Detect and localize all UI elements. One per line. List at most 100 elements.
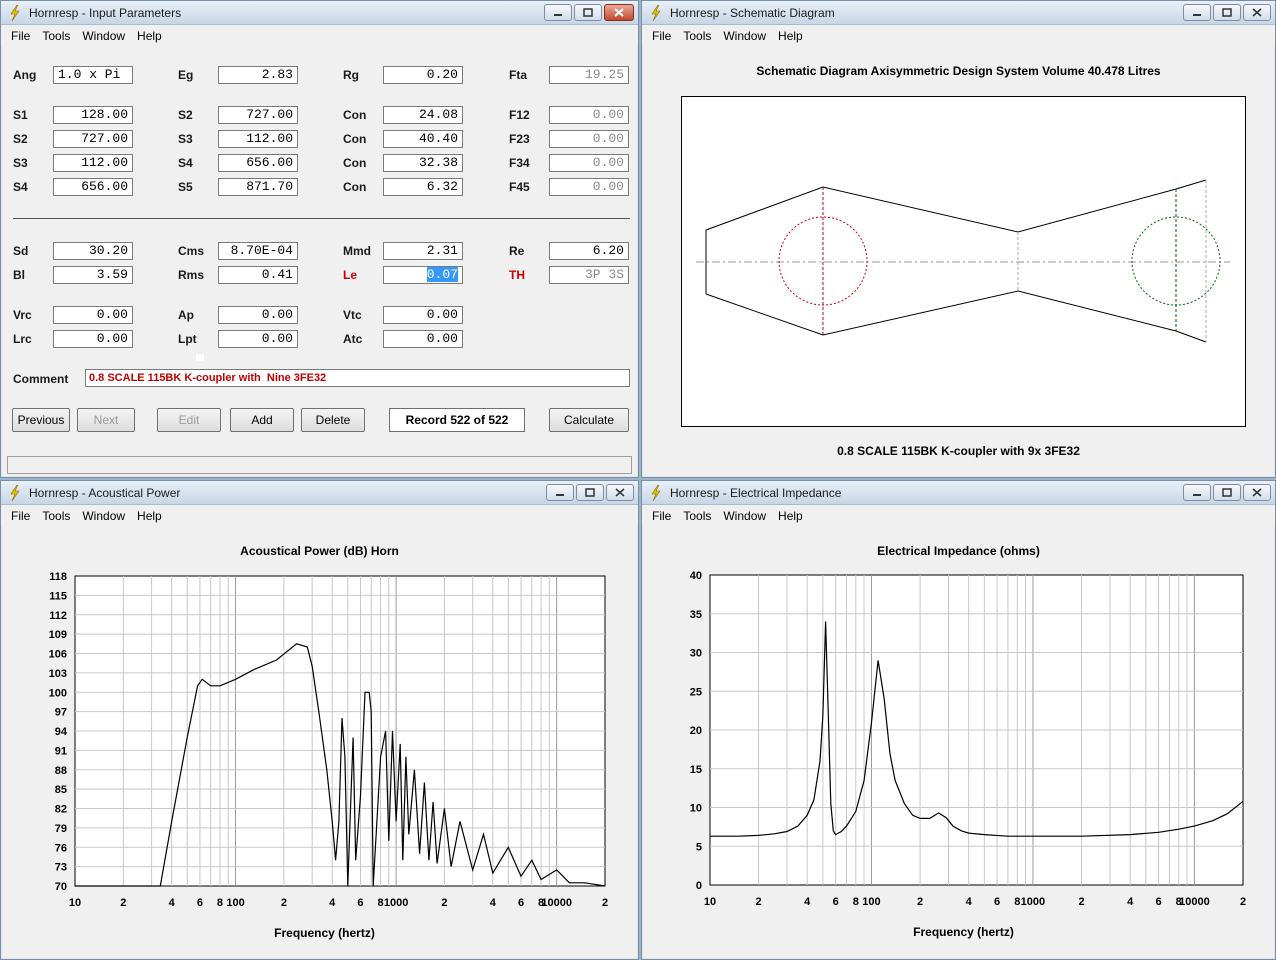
menu-help[interactable]: Help	[137, 508, 162, 523]
param-field-atc[interactable]: 0.00	[383, 330, 463, 348]
param-field-f45[interactable]: 0.00	[549, 178, 629, 196]
delete-button[interactable]: Delete	[301, 408, 365, 432]
minimize-button[interactable]	[546, 484, 574, 501]
param-field-le[interactable]: 0.07	[383, 266, 463, 284]
separator-line	[13, 218, 630, 219]
param-field-s1[interactable]: 128.00	[53, 106, 133, 124]
menu-tools[interactable]: Tools	[683, 28, 712, 43]
param-field-re[interactable]: 6.20	[549, 242, 629, 260]
param-value: 112.00	[81, 155, 128, 170]
param-field-lpt[interactable]: 0.00	[218, 330, 298, 348]
menu-bar: File Tools Window Help	[1, 505, 638, 526]
menu-window[interactable]: Window	[723, 28, 767, 43]
param-value: 19.25	[584, 67, 624, 82]
x-tick-label: 2	[756, 896, 762, 908]
param-field-th[interactable]: 3P 3S	[549, 266, 629, 284]
x-tick-label: 10000	[541, 897, 572, 909]
x-tick-label: 4	[329, 897, 336, 909]
param-field-s3[interactable]: 112.00	[218, 130, 298, 148]
menu-bar: File Tools Window Help	[1, 25, 638, 46]
param-field-vrc[interactable]: 0.00	[53, 306, 133, 324]
menu-window[interactable]: Window	[723, 508, 767, 523]
param-value: 112.00	[246, 131, 293, 146]
param-field-vtc[interactable]: 0.00	[383, 306, 463, 324]
param-field-cms[interactable]: 8.70E-04	[218, 242, 298, 260]
param-field-con[interactable]: 32.38	[383, 154, 463, 172]
menu-help[interactable]: Help	[778, 28, 803, 43]
maximize-button[interactable]	[1213, 484, 1241, 501]
param-field-con[interactable]: 6.32	[383, 178, 463, 196]
param-value: 8.70E-04	[230, 243, 293, 258]
next-button[interactable]: Next	[77, 408, 135, 432]
param-field-s2[interactable]: 727.00	[218, 106, 298, 124]
minimize-button[interactable]	[1183, 484, 1211, 501]
menu-tools[interactable]: Tools	[42, 28, 71, 43]
x-tick-label: 10	[704, 896, 716, 908]
param-field-rms[interactable]: 0.41	[218, 266, 298, 284]
param-field-f12[interactable]: 0.00	[549, 106, 629, 124]
param-label-s2: S2	[178, 108, 193, 122]
menu-file[interactable]: File	[11, 508, 31, 523]
y-tick-label: 103	[49, 668, 67, 680]
param-field-lrc[interactable]: 0.00	[53, 330, 133, 348]
y-tick-label: 85	[55, 784, 67, 796]
param-value: 727.00	[246, 107, 293, 122]
series-line	[75, 643, 606, 887]
param-value: 0.41	[261, 267, 293, 282]
maximize-button[interactable]	[576, 484, 604, 501]
param-field-s2[interactable]: 727.00	[53, 130, 133, 148]
menu-file[interactable]: File	[11, 28, 31, 43]
x-tick-label: 2	[917, 896, 923, 908]
previous-button[interactable]: Previous	[12, 408, 70, 432]
close-button[interactable]	[1243, 4, 1271, 21]
param-value: 128.00	[81, 107, 128, 122]
y-tick-label: 112	[49, 610, 67, 622]
param-field-f34[interactable]: 0.00	[549, 154, 629, 172]
edit-button[interactable]: Edit	[157, 408, 221, 432]
param-field-rg[interactable]: 0.20	[383, 66, 463, 84]
x-tick-label: 10000	[1179, 896, 1210, 908]
param-field-fta[interactable]: 19.25	[549, 66, 629, 84]
menu-file[interactable]: File	[652, 508, 672, 523]
x-tick-label: 2	[602, 897, 608, 909]
param-field-f23[interactable]: 0.00	[549, 130, 629, 148]
param-field-mmd[interactable]: 2.31	[383, 242, 463, 260]
y-tick-label: 20	[690, 725, 702, 737]
x-tick-label: 8	[538, 897, 544, 909]
menu-tools[interactable]: Tools	[42, 508, 71, 523]
param-field-bl[interactable]: 3.59	[53, 266, 133, 284]
param-field-con[interactable]: 40.40	[383, 130, 463, 148]
add-button[interactable]: Add	[230, 408, 294, 432]
minimize-button[interactable]	[1183, 4, 1211, 21]
menu-file[interactable]: File	[652, 28, 672, 43]
param-label-s3: S3	[13, 156, 28, 170]
title-bar: Hornresp - Electrical Impedance	[642, 481, 1275, 505]
close-button[interactable]	[604, 4, 634, 21]
param-field-ap[interactable]: 0.00	[218, 306, 298, 324]
electrical-impedance-chart: Electrical Impedance (ohms) 40 35 30 25 20 15 1…	[644, 526, 1273, 957]
comment-field[interactable]: 0.8 SCALE 115BK K-coupler with Nine 3FE3…	[85, 369, 630, 387]
menu-window[interactable]: Window	[82, 508, 126, 523]
param-field-s3[interactable]: 112.00	[53, 154, 133, 172]
minimize-button[interactable]	[544, 4, 572, 21]
x-tick-label: 4	[169, 897, 176, 909]
param-field-s5[interactable]: 871.70	[218, 178, 298, 196]
param-field-sd[interactable]: 30.20	[53, 242, 133, 260]
param-label-f23: F23	[509, 132, 530, 146]
menu-tools[interactable]: Tools	[683, 508, 712, 523]
y-tick-label: 100	[49, 687, 67, 699]
param-field-con[interactable]: 24.08	[383, 106, 463, 124]
param-field-s4[interactable]: 656.00	[218, 154, 298, 172]
param-field-s4[interactable]: 656.00	[53, 178, 133, 196]
menu-help[interactable]: Help	[137, 28, 162, 43]
close-button[interactable]	[606, 484, 634, 501]
param-field-ang[interactable]: 1.0 x Pi	[53, 66, 133, 84]
menu-window[interactable]: Window	[82, 28, 126, 43]
menu-help[interactable]: Help	[778, 508, 803, 523]
param-field-eg[interactable]: 2.83	[218, 66, 298, 84]
maximize-button[interactable]	[574, 4, 602, 21]
close-button[interactable]	[1243, 484, 1271, 501]
calculate-button[interactable]: Calculate	[549, 408, 629, 432]
menu-bar: File Tools Window Help	[642, 505, 1275, 526]
maximize-button[interactable]	[1213, 4, 1241, 21]
